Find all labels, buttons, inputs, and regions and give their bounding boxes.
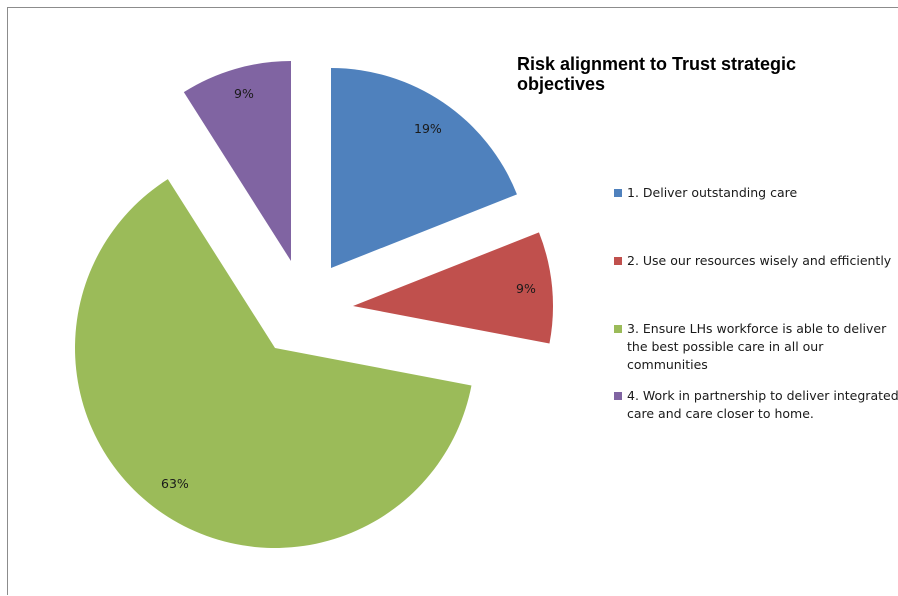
pie-slice-3 bbox=[75, 179, 472, 548]
legend-swatch-2 bbox=[614, 257, 622, 265]
pie-slice-4 bbox=[183, 61, 291, 261]
pie-slice-1 bbox=[331, 68, 517, 268]
legend-item-4: 4. Work in partnership to deliver integr… bbox=[614, 387, 898, 423]
slice-label-3: 63% bbox=[161, 476, 189, 491]
legend-label-3: 3. Ensure LHs workforce is able to deliv… bbox=[627, 321, 887, 372]
pie-chart: 19% 9% 63% 9% bbox=[75, 61, 554, 548]
slice-label-4: 9% bbox=[234, 86, 254, 101]
legend-label-1: 1. Deliver outstanding care bbox=[627, 185, 798, 200]
chart-title: Risk alignment to Trust strategic object… bbox=[517, 54, 797, 94]
chart-area: 19% 9% 63% 9% Risk alignment to Trust st… bbox=[7, 7, 898, 595]
legend-label-2: 2. Use our resources wisely and efficien… bbox=[627, 253, 892, 268]
legend-item-3: 3. Ensure LHs workforce is able to deliv… bbox=[614, 320, 898, 374]
legend-swatch-1 bbox=[614, 189, 622, 197]
legend-item-1: 1. Deliver outstanding care bbox=[614, 184, 898, 202]
legend-label-4: 4. Work in partnership to deliver integr… bbox=[627, 388, 898, 421]
legend-swatch-3 bbox=[614, 325, 622, 333]
legend-item-2: 2. Use our resources wisely and efficien… bbox=[614, 252, 898, 270]
pie-slice-2 bbox=[353, 232, 554, 344]
slice-label-1: 19% bbox=[414, 121, 442, 136]
legend-swatch-4 bbox=[614, 392, 622, 400]
slice-label-2: 9% bbox=[516, 281, 536, 296]
